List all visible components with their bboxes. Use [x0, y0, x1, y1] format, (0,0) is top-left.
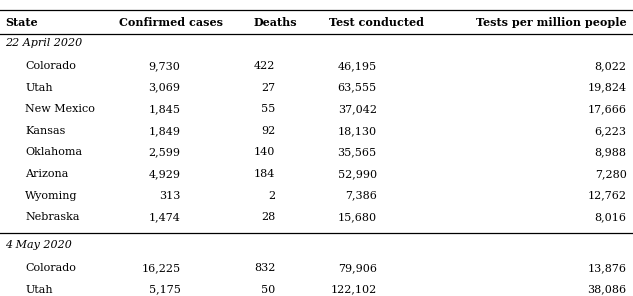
Text: 7,386: 7,386: [345, 191, 377, 201]
Text: 52,990: 52,990: [337, 169, 377, 179]
Text: State: State: [5, 17, 38, 28]
Text: Nebraska: Nebraska: [25, 212, 80, 222]
Text: 22 April 2020: 22 April 2020: [5, 38, 82, 48]
Text: Confirmed cases: Confirmed cases: [119, 17, 223, 28]
Text: 2: 2: [268, 191, 275, 201]
Text: 18,130: 18,130: [337, 126, 377, 136]
Text: New Mexico: New Mexico: [25, 104, 95, 114]
Text: 8,016: 8,016: [594, 212, 627, 222]
Text: 38,086: 38,086: [587, 285, 627, 295]
Text: 15,680: 15,680: [337, 212, 377, 222]
Text: Utah: Utah: [25, 83, 53, 93]
Text: Colorado: Colorado: [25, 61, 76, 71]
Text: 8,022: 8,022: [594, 61, 627, 71]
Text: 422: 422: [254, 61, 275, 71]
Text: 5,175: 5,175: [149, 285, 180, 295]
Text: Deaths: Deaths: [254, 17, 297, 28]
Text: 13,876: 13,876: [587, 263, 627, 273]
Text: 313: 313: [159, 191, 180, 201]
Text: 1,849: 1,849: [148, 126, 180, 136]
Text: 55: 55: [261, 104, 275, 114]
Text: 19,824: 19,824: [587, 83, 627, 93]
Text: 37,042: 37,042: [337, 104, 377, 114]
Text: 9,730: 9,730: [149, 61, 180, 71]
Text: 63,555: 63,555: [337, 83, 377, 93]
Text: Oklahoma: Oklahoma: [25, 147, 82, 157]
Text: 7,280: 7,280: [595, 169, 627, 179]
Text: 27: 27: [261, 83, 275, 93]
Text: 79,906: 79,906: [337, 263, 377, 273]
Text: 6,223: 6,223: [594, 126, 627, 136]
Text: 2,599: 2,599: [148, 147, 180, 157]
Text: 3,069: 3,069: [148, 83, 180, 93]
Text: 92: 92: [261, 126, 275, 136]
Text: 122,102: 122,102: [330, 285, 377, 295]
Text: 1,845: 1,845: [148, 104, 180, 114]
Text: Colorado: Colorado: [25, 263, 76, 273]
Text: Tests per million people: Tests per million people: [476, 17, 627, 28]
Text: Test conducted: Test conducted: [329, 17, 424, 28]
Text: 8,988: 8,988: [594, 147, 627, 157]
Text: 1,474: 1,474: [149, 212, 180, 222]
Text: 16,225: 16,225: [141, 263, 180, 273]
Text: Kansas: Kansas: [25, 126, 66, 136]
Text: 140: 140: [254, 147, 275, 157]
Text: 50: 50: [261, 285, 275, 295]
Text: Arizona: Arizona: [25, 169, 69, 179]
Text: 12,762: 12,762: [587, 191, 627, 201]
Text: 832: 832: [254, 263, 275, 273]
Text: 28: 28: [261, 212, 275, 222]
Text: 4,929: 4,929: [148, 169, 180, 179]
Text: Wyoming: Wyoming: [25, 191, 78, 201]
Text: 17,666: 17,666: [587, 104, 627, 114]
Text: 35,565: 35,565: [337, 147, 377, 157]
Text: 4 May 2020: 4 May 2020: [5, 240, 72, 250]
Text: 184: 184: [254, 169, 275, 179]
Text: Utah: Utah: [25, 285, 53, 295]
Text: 46,195: 46,195: [337, 61, 377, 71]
